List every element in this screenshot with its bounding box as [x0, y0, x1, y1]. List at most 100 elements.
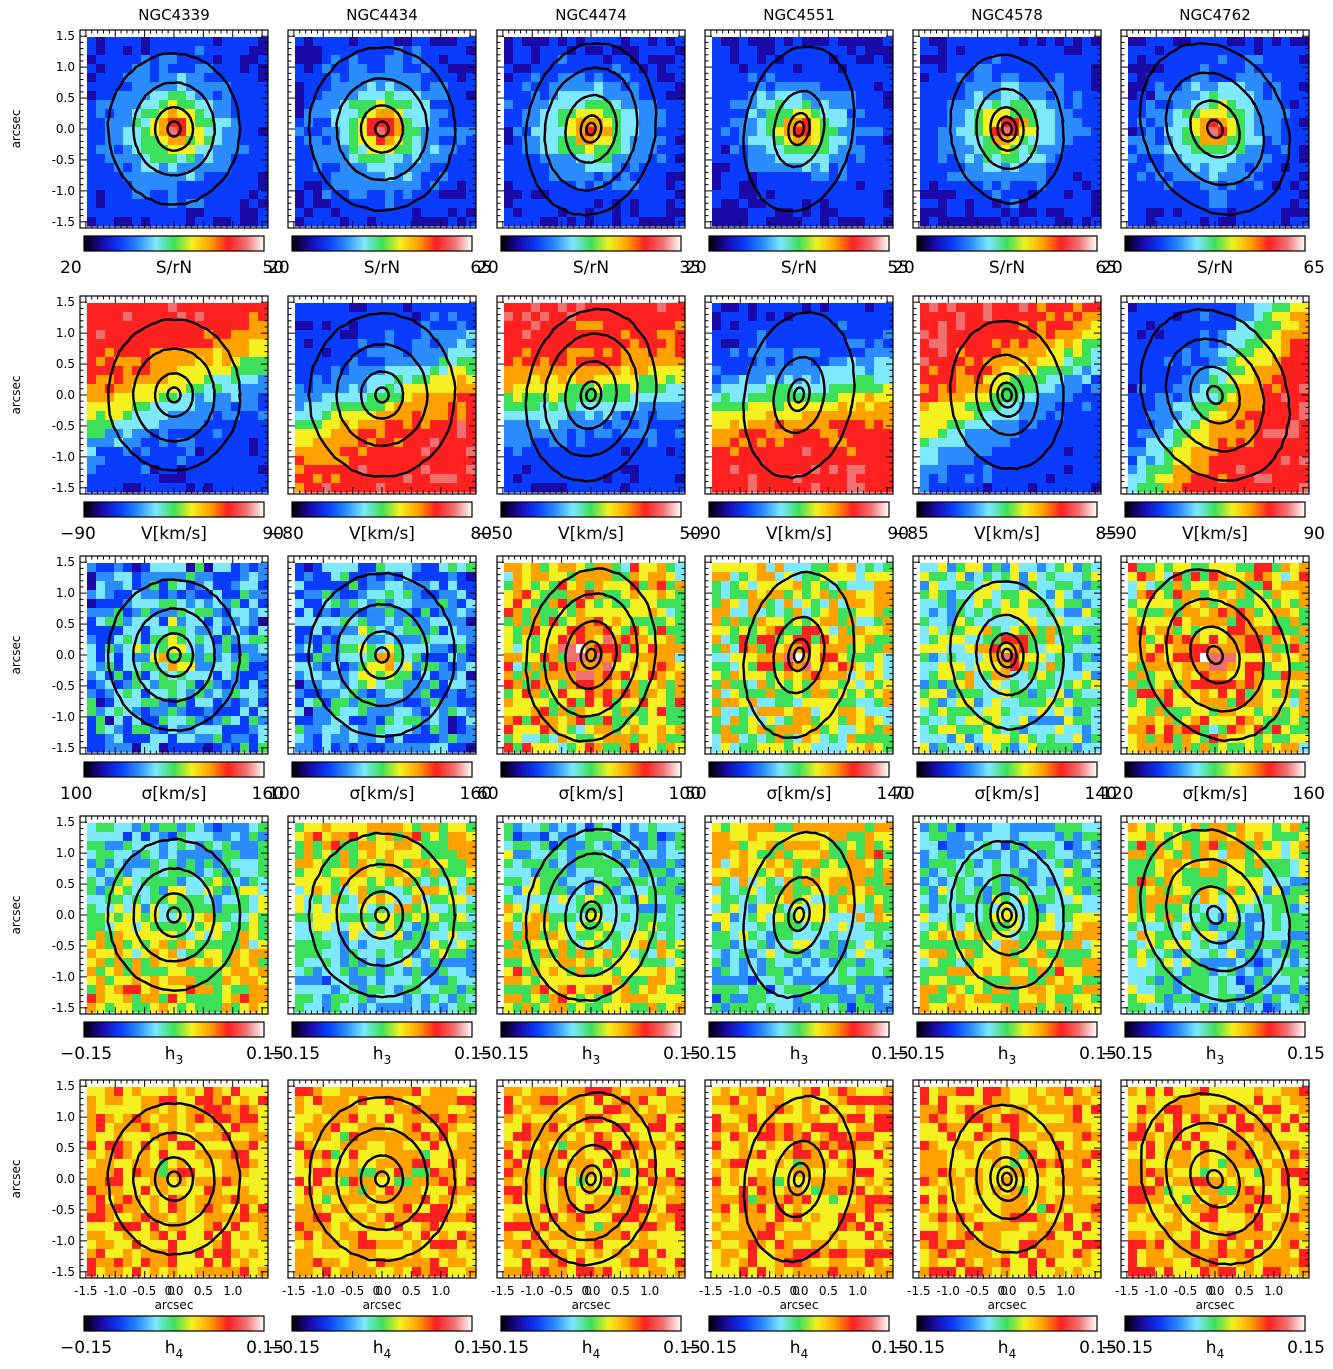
- colorbar-quantity-label: σ[km/s]: [349, 784, 414, 804]
- map-pixels: [913, 816, 1101, 1014]
- isophote-contour: [989, 892, 1025, 938]
- isophote-contour: [579, 640, 603, 670]
- isophote-contour: [335, 862, 429, 968]
- colorbar-min-label: −0.15: [268, 1044, 320, 1064]
- panel-S/rN-NGC4551: NGC4551 20 55 S/rN: [685, 6, 909, 278]
- x-tick-label: -1.5: [699, 1284, 722, 1298]
- colorbar: [500, 1021, 682, 1038]
- colorbar-min-label: −0.15: [268, 1338, 320, 1358]
- isophote-contour: [153, 892, 195, 939]
- y-axis-label: arcsec: [9, 636, 23, 675]
- y-tick-label: 0.0: [56, 1172, 75, 1186]
- panel-h3-NGC4339: 1.5 1.0 0.5 0.0 -0.5 -1.0 -1.5 arcsec −0.15 0.15 h…: [9, 815, 284, 1067]
- map-pixels: [497, 296, 685, 494]
- panel-h4-NGC4762: -1.5 -1.0 -0.5 00.0 0.5 1.0 arcsec −0.15 0.15 h4: [1101, 1079, 1325, 1361]
- isophote-contour: [132, 867, 216, 963]
- panel-V-NGC4578: −85 85 V[km/s]: [893, 295, 1117, 544]
- isophote-contour: [308, 1095, 457, 1263]
- y-tick-label: 1.5: [56, 1079, 75, 1093]
- isophote-contour: [543, 332, 639, 458]
- panel-h4-NGC4339: 1.5 1.0 0.5 0.0 -0.5 -1.0 -1.5 arcsec -1.5 -1.0 -0…: [9, 1079, 284, 1361]
- isophote-contour: [1189, 365, 1242, 425]
- isophote-contour: [792, 646, 806, 664]
- colorbar: [83, 235, 265, 252]
- isophote-contour: [153, 1155, 195, 1202]
- colorbar-max-label: 0.15: [1079, 1338, 1117, 1358]
- isophote-contour: [989, 372, 1025, 418]
- colorbar: [1124, 1021, 1306, 1038]
- colorbar-quantity-label: h3: [790, 1044, 808, 1067]
- colorbar-min-label: 20: [685, 258, 707, 278]
- colorbar-min-label: −85: [893, 524, 929, 544]
- colorbar-min-label: 20: [1101, 258, 1123, 278]
- isophote-contour: [335, 77, 430, 182]
- galaxy-title: NGC4339: [138, 6, 210, 24]
- panel-h4-NGC4578: -1.5 -1.0 -0.5 00.0 0.5 1.0 arcsec −0.15 0.15 h4: [893, 1079, 1117, 1361]
- isophote-contour: [948, 839, 1065, 990]
- isophote-contour: [996, 115, 1018, 143]
- x-tick-label: 1.0: [848, 1284, 867, 1298]
- x-tick-label: 0: [584, 1284, 592, 1298]
- isophote-contour: [787, 1161, 811, 1197]
- x-axis-label: arcsec: [155, 1298, 194, 1312]
- isophote-contour: [996, 381, 1018, 409]
- map-pixels: [288, 1080, 476, 1278]
- colorbar-min-label: 70: [893, 784, 915, 804]
- isophote-contour: [335, 342, 429, 447]
- panel-sigma-NGC4474: 60 100 σ[km/s]: [477, 555, 701, 804]
- colorbar-min-label: −0.15: [893, 1044, 945, 1064]
- colorbar-quantity-label: S/rN: [156, 258, 192, 278]
- isophote-contour: [153, 372, 195, 419]
- x-tick-label: 0.0: [164, 1284, 183, 1298]
- map-pixels: [80, 1080, 268, 1278]
- isophote-contour: [1001, 387, 1014, 403]
- colorbar-quantity-label: σ[km/s]: [141, 784, 206, 804]
- colorbar-min-label: 100: [60, 784, 92, 804]
- panel-V-NGC4762: −90 90 V[km/s]: [1101, 295, 1325, 544]
- isophote-contour: [741, 310, 856, 480]
- isophote-contour: [742, 45, 856, 213]
- x-tick-label: 0: [792, 1284, 800, 1298]
- y-axis-label: arcsec: [9, 896, 23, 935]
- y-tick-label: 1.5: [56, 295, 75, 309]
- isophote-contour: [524, 827, 658, 1002]
- x-tick-label: -0.5: [1174, 1284, 1197, 1298]
- y-tick-label: 1.5: [56, 815, 75, 829]
- x-tick-label: -0.5: [758, 1284, 781, 1298]
- colorbar: [1124, 1315, 1306, 1332]
- colorbar-min-label: 20: [60, 258, 82, 278]
- isophote-contour: [996, 1165, 1019, 1193]
- galaxy-title: NGC4578: [971, 6, 1043, 24]
- colorbar-quantity-label: h3: [998, 1044, 1016, 1067]
- x-tick-label: -1.0: [937, 1284, 960, 1298]
- y-axis-label: arcsec: [9, 376, 23, 415]
- isophote-contour: [579, 380, 603, 410]
- colorbar-min-label: −90: [685, 524, 721, 544]
- isophote-contour: [585, 1171, 597, 1187]
- x-axis-label: arcsec: [988, 1298, 1027, 1312]
- isophote-contour: [524, 1091, 658, 1267]
- x-tick-label: 0.0: [1205, 1284, 1224, 1298]
- isophote-contour: [975, 873, 1039, 957]
- panel-h3-NGC4551: −0.15 0.15 h3: [685, 815, 909, 1067]
- y-tick-label: -0.5: [52, 1203, 75, 1217]
- y-tick-label: 0.0: [56, 122, 75, 136]
- colorbar-quantity-label: σ[km/s]: [974, 784, 1039, 804]
- map-pixels: [913, 1080, 1101, 1278]
- y-tick-label: 1.0: [56, 60, 75, 74]
- x-tick-label: 0.5: [402, 1284, 421, 1298]
- colorbar-quantity-label: V[km/s]: [974, 524, 1040, 544]
- isophote-contour: [1189, 99, 1242, 159]
- isophote-contour: [1139, 307, 1292, 482]
- colorbar-max-label: 0.15: [246, 1044, 284, 1064]
- colorbar: [291, 1021, 473, 1038]
- x-tick-label: 0.5: [819, 1284, 838, 1298]
- isophote-contour: [989, 632, 1025, 678]
- x-tick-label: -0.5: [966, 1284, 989, 1298]
- y-tick-label: 0.0: [56, 388, 75, 402]
- panel-h4-NGC4434: -1.5 -1.0 -0.5 00.0 0.5 1.0 arcsec −0.15 0.15 h4: [268, 1079, 492, 1361]
- isophote-contour: [975, 1137, 1040, 1221]
- isophote-contour: [1205, 904, 1224, 925]
- y-tick-label: -1.0: [52, 970, 75, 984]
- colorbar-max-label: 0.15: [454, 1044, 492, 1064]
